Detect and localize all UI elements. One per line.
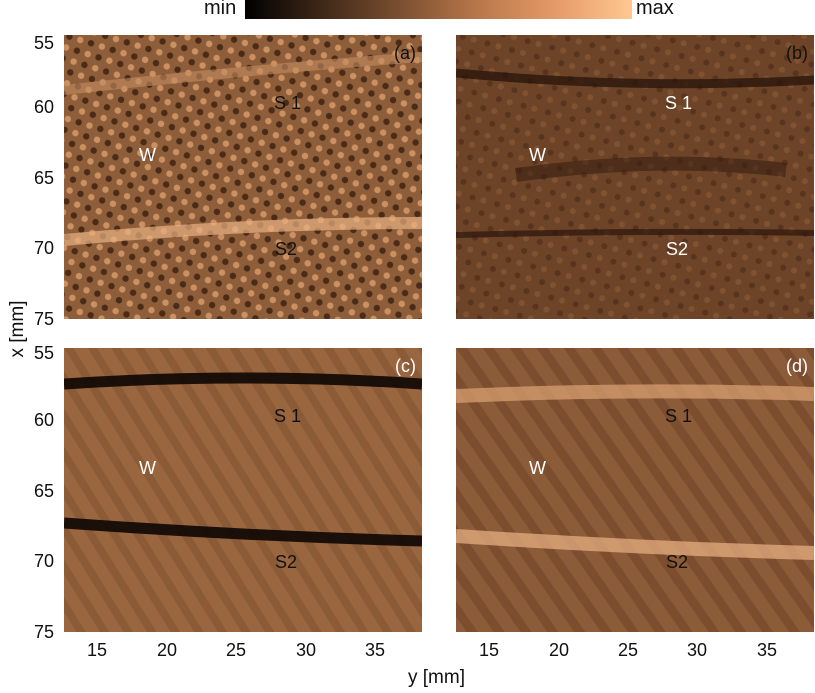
colorbar-min-label: min bbox=[204, 0, 237, 19]
label-s2: S2 bbox=[275, 239, 298, 259]
y-tick: 75 bbox=[33, 309, 54, 329]
label-s1: S 1 bbox=[665, 406, 693, 426]
label-w: W bbox=[139, 145, 156, 165]
label-s1: S 1 bbox=[665, 93, 693, 113]
x-tick: 35 bbox=[364, 640, 386, 660]
panel-tag: (a) bbox=[394, 43, 416, 63]
label-s2: S2 bbox=[666, 552, 689, 572]
panel-a: (a) S 1 W S2 bbox=[64, 35, 422, 319]
x-tick: 15 bbox=[86, 640, 108, 660]
panel-b: (b) S 1 W S2 bbox=[456, 35, 814, 319]
x-tick: 35 bbox=[756, 640, 778, 660]
panel-c: (c) S 1 W S2 bbox=[64, 348, 422, 632]
panel-tag: (c) bbox=[395, 356, 416, 376]
x-tick: 25 bbox=[225, 640, 247, 660]
colorbar-max-label: max bbox=[636, 0, 674, 19]
y-tick: 55 bbox=[33, 33, 54, 53]
x-tick: 25 bbox=[617, 640, 639, 660]
label-s2: S2 bbox=[666, 239, 689, 259]
panel-tag: (b) bbox=[786, 43, 808, 63]
panel-d: (d) S 1 W S2 bbox=[456, 348, 814, 632]
label-w: W bbox=[139, 458, 156, 478]
y-tick: 70 bbox=[33, 238, 54, 258]
y-tick: 60 bbox=[33, 410, 54, 430]
label-s1: S 1 bbox=[274, 93, 302, 113]
y-tick: 60 bbox=[33, 97, 54, 117]
x-tick: 30 bbox=[295, 640, 317, 660]
colorbar bbox=[245, 0, 632, 19]
y-tick: 55 bbox=[33, 343, 54, 363]
x-tick: 15 bbox=[478, 640, 500, 660]
panel-tag: (d) bbox=[786, 356, 808, 376]
x-tick: 30 bbox=[686, 640, 708, 660]
x-tick: 20 bbox=[548, 640, 570, 660]
y-tick: 70 bbox=[33, 551, 54, 571]
label-w: W bbox=[529, 458, 546, 478]
x-axis-title: y [mm] bbox=[408, 667, 465, 688]
y-tick: 75 bbox=[33, 622, 54, 642]
label-s1: S 1 bbox=[274, 406, 302, 426]
y-tick: 65 bbox=[33, 168, 54, 188]
y-axis-title: x [mm] bbox=[7, 300, 28, 358]
y-tick: 65 bbox=[33, 481, 54, 501]
label-s2: S2 bbox=[275, 552, 298, 572]
x-tick: 20 bbox=[156, 640, 178, 660]
label-w: W bbox=[529, 145, 546, 165]
